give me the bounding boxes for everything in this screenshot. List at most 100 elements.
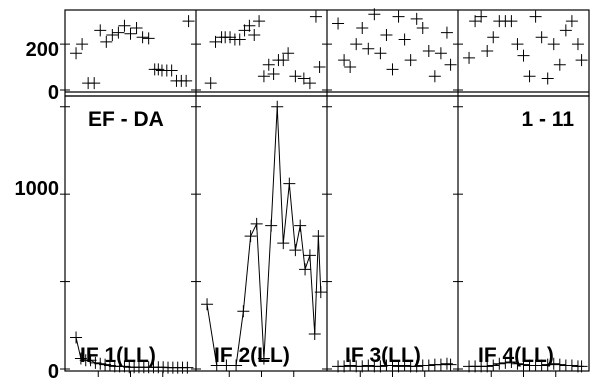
data-point [440, 26, 453, 39]
data-point [70, 331, 83, 344]
data-point [356, 22, 369, 35]
top-y-axis: 200 0 [26, 39, 59, 104]
data-point [88, 77, 101, 90]
data-point [100, 35, 113, 48]
corner-label-right: 1 - 11 [521, 108, 574, 131]
data-point [124, 27, 137, 40]
data-point [362, 359, 375, 372]
data-point [481, 360, 494, 373]
data-point [541, 358, 554, 371]
data-point [444, 58, 457, 71]
data-point [180, 74, 193, 87]
data-point [575, 360, 588, 373]
data-point [422, 359, 435, 372]
data-point [487, 359, 500, 372]
data-point [289, 244, 302, 257]
data-point [84, 354, 97, 367]
series-line [206, 106, 322, 367]
panel-label-if2: IF 2(LL) [214, 344, 290, 367]
data-point [332, 17, 345, 30]
data-point [505, 15, 518, 28]
panel-label-if4: IF 4(LL) [478, 344, 554, 367]
data-point [106, 28, 119, 41]
data-point [312, 230, 325, 243]
data-point [165, 64, 178, 77]
data-point [535, 31, 548, 44]
data-point [392, 360, 405, 373]
top-y-tick-label-200: 200 [26, 39, 59, 61]
data-point [344, 359, 357, 372]
data-point [230, 359, 243, 372]
data-point [475, 10, 488, 23]
data-point [201, 298, 214, 311]
data-point [257, 70, 270, 83]
data-point [565, 15, 578, 28]
data-point [487, 31, 500, 44]
data-point [547, 357, 560, 370]
data-point [118, 19, 131, 32]
main-y-axis: 1000 0 [15, 178, 60, 379]
data-point [94, 24, 107, 37]
data-point [368, 8, 381, 21]
data-point [374, 360, 387, 373]
data-point [523, 70, 536, 83]
data-point [112, 26, 125, 39]
data-point [374, 47, 387, 60]
data-point [99, 358, 112, 371]
data-point [529, 10, 542, 23]
data-point [362, 42, 375, 55]
data-point [289, 70, 302, 83]
data-point [76, 38, 89, 51]
data-point [314, 286, 327, 299]
data-point [565, 359, 578, 372]
data-point [535, 359, 548, 372]
data-point [74, 352, 87, 365]
data-point [267, 67, 280, 80]
data-point [350, 38, 363, 51]
data-point [416, 22, 429, 35]
data-point [313, 61, 326, 74]
data-point [338, 54, 351, 67]
main-panel-3 [332, 357, 457, 373]
data-point [283, 177, 296, 190]
data-point [434, 47, 447, 60]
data-point [70, 47, 83, 60]
data-point [238, 24, 251, 37]
panel-label-if1: IF 1(LL) [80, 344, 156, 367]
data-point [410, 12, 423, 25]
data-point [136, 31, 149, 44]
data-point [386, 63, 399, 76]
data-point [152, 63, 165, 76]
data-point [103, 359, 116, 372]
data-marks [70, 8, 588, 374]
data-point [265, 219, 278, 232]
data-point [386, 359, 399, 372]
data-point [182, 15, 195, 28]
data-point [404, 54, 417, 67]
data-point [481, 45, 494, 57]
data-point [493, 357, 506, 370]
data-point [262, 58, 275, 71]
data-point [118, 360, 131, 373]
data-point [428, 70, 441, 83]
data-point [505, 356, 518, 369]
data-point [209, 35, 222, 48]
data-point [380, 28, 393, 41]
corner-label-left: EF - DA [88, 108, 164, 131]
data-point [440, 357, 453, 370]
main-panel-1 [70, 331, 194, 374]
data-point [511, 38, 524, 51]
top-panel-2 [204, 10, 326, 90]
data-point [444, 358, 457, 371]
data-point [338, 360, 351, 373]
data-point [130, 22, 143, 35]
top-y-tick-label-0: 0 [48, 82, 59, 104]
data-point [250, 217, 263, 230]
data-point [299, 263, 312, 276]
panel-label-if3: IF 3(LL) [345, 344, 421, 367]
data-point [398, 359, 411, 372]
data-point [547, 38, 560, 51]
data-point [303, 77, 316, 90]
data-point [233, 33, 246, 46]
